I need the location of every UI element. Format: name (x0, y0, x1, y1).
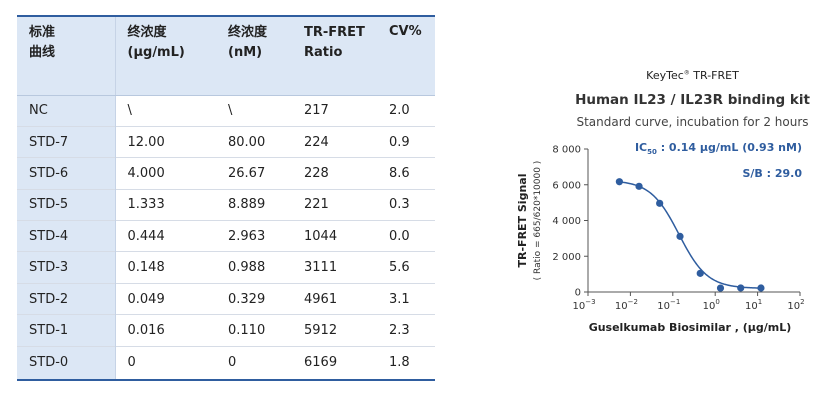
table-row: STD-0 0 0 6169 1.8 (17, 345, 435, 381)
cell-ratio: 221 (292, 188, 377, 221)
chart-axes: 0 2 000 4 000 6 000 8 000 10−3 10−2 10−1 100 101 1… (552, 145, 804, 313)
standard-curve-chart: IC50 : 0.14 μg/mL (0.93 nM) S/B : 29.0 0… (516, 141, 805, 334)
cell-ratio: 4961 (292, 282, 377, 315)
cell-ratio: 228 (292, 157, 377, 190)
header-final-conc-nm: 终浓度 (nM) (216, 16, 292, 96)
data-point (696, 269, 704, 277)
cell-standard: STD-5 (17, 188, 116, 221)
cell-conc-ugml: 0.016 (115, 314, 216, 347)
x-tick-label: 10−2 (615, 298, 638, 312)
x-tick-label: 10−3 (572, 298, 595, 312)
cell-standard: STD-3 (17, 251, 116, 284)
header-trfret-ratio: TR-FRET Ratio (292, 16, 377, 96)
header-standard-curve: 标准 曲线 (17, 16, 116, 96)
cell-conc-ugml: 1.333 (115, 188, 216, 221)
data-point (615, 178, 623, 186)
table-row: NC \ \ 217 2.0 (17, 94, 435, 127)
y-tick-label: 6 000 (552, 180, 581, 191)
table-row: STD-3 0.148 0.988 3111 5.6 (17, 251, 435, 284)
table-row: STD-1 0.016 0.110 5912 2.3 (17, 314, 435, 347)
cell-conc-nm: 0.988 (216, 251, 292, 284)
data-points (615, 178, 765, 292)
table-row: STD-5 1.333 8.889 221 0.3 (17, 188, 435, 221)
cell-ratio: 6169 (292, 345, 377, 381)
cell-cv: 0.0 (377, 220, 435, 252)
cell-standard: STD-7 (17, 125, 116, 158)
y-tick-label: 8 000 (552, 145, 581, 156)
cell-standard: NC (17, 94, 116, 127)
cell-conc-ugml: \ (115, 94, 216, 127)
cell-conc-ugml: 0 (115, 345, 216, 381)
cell-standard: STD-0 (17, 345, 116, 381)
data-point (656, 199, 664, 207)
cell-conc-ugml: 4.000 (115, 157, 216, 190)
ic50-annotation: IC50 : 0.14 μg/mL (0.93 nM) (635, 141, 802, 156)
table-row: STD-6 4.000 26.67 228 8.6 (17, 157, 435, 190)
cell-conc-nm: 0.329 (216, 282, 292, 315)
cell-standard: STD-6 (17, 157, 116, 190)
cell-ratio: 224 (292, 125, 377, 158)
cell-cv: 8.6 (377, 157, 435, 190)
cell-conc-nm: 2.963 (216, 220, 292, 252)
y-tick-label: 4 000 (552, 216, 581, 227)
cell-ratio: 217 (292, 94, 377, 127)
cell-cv: 0.3 (377, 188, 435, 221)
cell-conc-ugml: 12.00 (115, 125, 216, 158)
cell-conc-nm: 0 (216, 345, 292, 381)
table-row: STD-4 0.444 2.963 1044 0.0 (17, 220, 435, 252)
cell-conc-nm: \ (216, 94, 292, 127)
table-row: STD-7 12.00 80.00 224 0.9 (17, 125, 435, 158)
x-axis-label: Guselkumab Biosimilar , (μg/mL) (589, 321, 792, 334)
table-row: STD-2 0.049 0.329 4961 3.1 (17, 282, 435, 315)
data-point (737, 284, 745, 292)
y-axis-label: TR-FRET Signal (516, 174, 529, 268)
cell-cv: 2.3 (377, 314, 435, 347)
cell-ratio: 1044 (292, 220, 377, 252)
cell-standard: STD-2 (17, 282, 116, 315)
chart-brand: KeyTec® TR-FRET (646, 69, 739, 82)
cell-cv: 2.0 (377, 94, 435, 127)
cell-conc-ugml: 0.444 (115, 220, 216, 252)
cell-cv: 3.1 (377, 282, 435, 315)
cell-conc-nm: 26.67 (216, 157, 292, 190)
chart-subtitle: Standard curve, incubation for 2 hours (576, 115, 809, 129)
y-axis-sublabel: ( Ratio = 665/620*10000 ) (533, 161, 543, 281)
table-header-row: 标准 曲线 终浓度 (μg/mL) 终浓度 (nM) TR-FRET Ratio CV% (17, 16, 435, 96)
cell-ratio: 3111 (292, 251, 377, 284)
sb-annotation: S/B : 29.0 (742, 167, 802, 180)
y-tick-label: 2 000 (552, 252, 581, 263)
cell-standard: STD-4 (17, 220, 116, 252)
cell-ratio: 5912 (292, 314, 377, 347)
data-point (716, 284, 725, 292)
data-point (757, 284, 765, 292)
cell-conc-nm: 80.00 (216, 125, 292, 158)
header-final-conc-ugml: 终浓度 (μg/mL) (115, 16, 216, 96)
cell-cv: 0.9 (377, 125, 435, 158)
cell-cv: 1.8 (377, 345, 435, 381)
cell-conc-ugml: 0.148 (115, 251, 216, 284)
cell-conc-nm: 0.110 (216, 314, 292, 347)
data-point (676, 232, 684, 240)
y-tick-label: 0 (575, 288, 581, 299)
cell-cv: 5.6 (377, 251, 435, 284)
x-tick-label: 10−1 (657, 298, 680, 312)
data-point (635, 182, 643, 190)
cell-conc-ugml: 0.049 (115, 282, 216, 315)
x-tick-label: 101 (745, 298, 762, 312)
x-tick-label: 100 (703, 298, 720, 312)
cell-conc-nm: 8.889 (216, 188, 292, 221)
fit-curve (619, 181, 761, 289)
chart-title: Human IL23 / IL23R binding kit (575, 92, 810, 108)
x-tick-label: 102 (787, 298, 804, 312)
standard-curve-table: 标准 曲线 终浓度 (μg/mL) 终浓度 (nM) TR-FRET Ratio CV%… (17, 15, 435, 382)
header-cv: CV% (377, 16, 435, 96)
cell-standard: STD-1 (17, 314, 116, 347)
